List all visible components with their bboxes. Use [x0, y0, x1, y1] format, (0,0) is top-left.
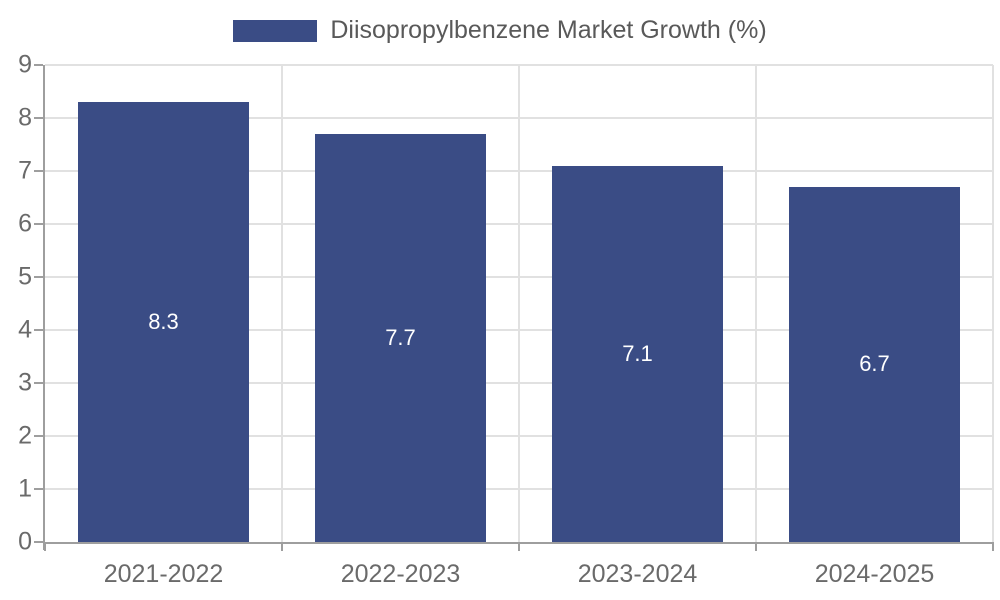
y-tick-label: 6	[18, 209, 32, 238]
y-axis-line	[43, 65, 45, 550]
y-tick-label: 1	[18, 474, 32, 503]
y-tick-mark	[34, 435, 43, 438]
bar: 7.7	[315, 133, 486, 542]
bar: 6.7	[789, 186, 960, 542]
legend-swatch	[233, 19, 318, 42]
x-tick-mark	[992, 542, 994, 551]
bar: 8.3	[78, 102, 249, 542]
y-tick-label: 3	[18, 368, 32, 397]
y-tick-label: 8	[18, 103, 32, 132]
bar-value-label: 8.3	[148, 309, 179, 335]
y-tick-label: 9	[18, 50, 32, 79]
y-tick-mark	[34, 488, 43, 491]
y-tick-mark	[34, 276, 43, 278]
gridline-vertical	[281, 65, 283, 542]
legend-label: Diisopropylbenzene Market Growth (%)	[330, 16, 767, 44]
y-tick-mark	[34, 223, 43, 226]
y-tick-mark	[34, 117, 43, 120]
gridline-vertical	[518, 65, 520, 542]
x-tick-label: 2022-2023	[340, 560, 461, 588]
x-tick-label: 2023-2024	[577, 560, 698, 588]
y-tick-label: 5	[18, 262, 32, 291]
bar-value-label: 7.1	[622, 340, 653, 366]
x-tick-mark	[281, 542, 283, 551]
legend: Diisopropylbenzene Market Growth (%)	[0, 18, 1000, 43]
y-tick-label: 7	[18, 156, 32, 185]
gridline-vertical	[755, 65, 757, 542]
bar-value-label: 6.7	[859, 351, 890, 377]
plot-area: 8.3 7.7 7.1 6.7 0 1 2 3 4 5 6 7 8 9 2021-2022 2022-20…	[18, 52, 994, 587]
y-tick-label: 0	[18, 527, 32, 556]
y-tick-mark	[34, 329, 43, 332]
x-tick-mark	[44, 542, 46, 551]
x-tick-label: 2024-2025	[814, 560, 935, 588]
y-tick-label: 2	[18, 421, 32, 450]
y-tick-mark	[34, 541, 43, 543]
bar: 7.1	[552, 165, 723, 542]
x-tick-label: 2021-2022	[103, 560, 224, 588]
x-tick-mark	[755, 542, 757, 551]
y-tick-label: 4	[18, 315, 32, 344]
bar-value-label: 7.7	[385, 324, 416, 350]
y-tick-mark	[34, 382, 43, 385]
gridline-vertical	[992, 65, 994, 542]
y-tick-mark	[34, 170, 43, 172]
y-tick-mark	[34, 64, 43, 66]
x-tick-mark	[518, 542, 520, 551]
